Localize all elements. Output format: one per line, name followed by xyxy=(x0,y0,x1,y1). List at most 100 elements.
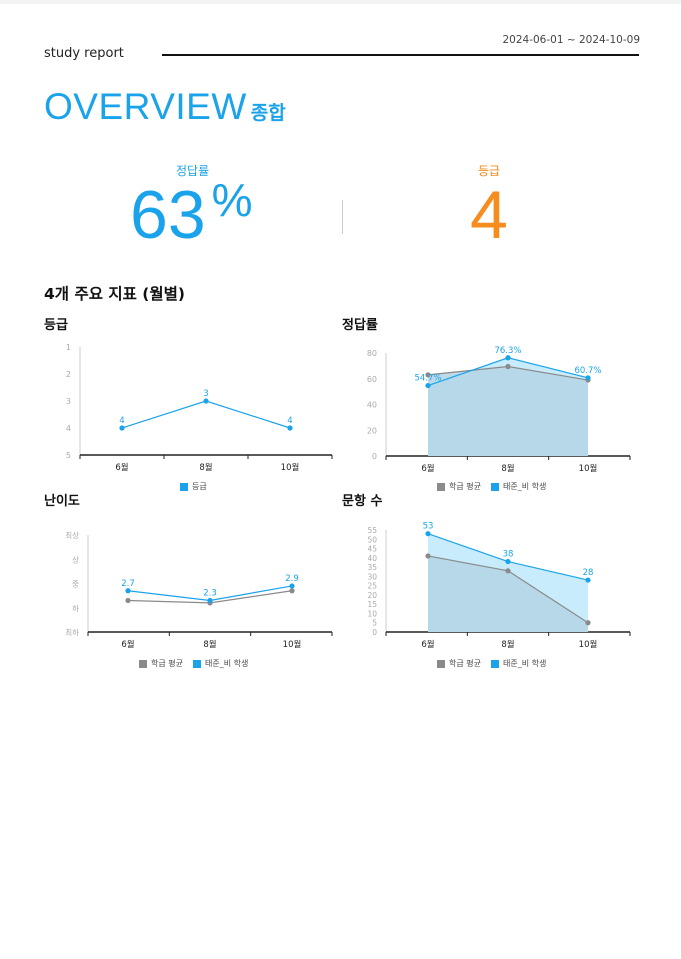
rate-kpi: 63% xyxy=(130,174,253,254)
y-tick-label: 0 xyxy=(372,628,377,637)
data-label: 76.3% xyxy=(494,346,521,356)
y-tick-label: 10 xyxy=(367,609,377,618)
student-point xyxy=(585,577,591,583)
data-label: 54.7% xyxy=(414,374,441,384)
rate-kpi-label: 정답률 xyxy=(176,164,210,178)
x-tick-label: 6월 xyxy=(421,639,434,650)
legend-label: 학급 평균 xyxy=(449,482,481,491)
grade-chart-title: 등급 xyxy=(44,318,68,333)
difficulty-chart-legend: 학급 평균 태준_비 학생 xyxy=(139,658,248,669)
y-tick-label: 25 xyxy=(367,582,377,591)
overview-heading: OVERVIEW 종합 xyxy=(44,86,286,128)
legend-item: 학급 평균 xyxy=(437,481,481,492)
class-avg-point xyxy=(125,597,131,604)
y-tick-label: 45 xyxy=(367,545,377,554)
x-tick-label: 10월 xyxy=(281,462,300,473)
y-tick-label: 20 xyxy=(367,426,377,435)
grade-chart-legend: 등급 xyxy=(180,481,207,492)
x-tick-label: 8월 xyxy=(203,639,216,650)
legend-label: 학급 평균 xyxy=(449,659,481,668)
legend-label: 태준_비 학생 xyxy=(502,659,547,668)
y-tick-label: 3 xyxy=(66,397,71,406)
rate-kpi-unit: % xyxy=(211,174,253,226)
count-chart-title: 문항 수 xyxy=(342,494,383,509)
x-tick-label: 10월 xyxy=(579,463,598,474)
data-label: 2.3 xyxy=(203,588,217,598)
legend-swatch xyxy=(192,659,201,668)
student-point xyxy=(425,531,431,537)
legend-label: 태준_비 학생 xyxy=(502,482,547,491)
student-point xyxy=(505,355,511,361)
y-tick-label: 4 xyxy=(66,424,71,433)
count-chart-legend: 학급 평균 태준_비 학생 xyxy=(437,658,546,669)
data-label: 53 xyxy=(423,522,434,532)
y-tick-label: 5 xyxy=(66,451,71,460)
grade-kpi-value: 4 xyxy=(470,177,508,253)
legend-label: 학급 평균 xyxy=(151,659,183,668)
y-tick-label: 20 xyxy=(367,591,377,600)
y-tick-label: 35 xyxy=(367,563,377,572)
y-tick-label: 5 xyxy=(372,619,377,628)
y-tick-label: 40 xyxy=(367,554,377,563)
grade-kpi-label: 등급 xyxy=(478,164,501,178)
y-tick-label: 하 xyxy=(72,603,79,613)
y-tick-label: 최하 xyxy=(65,627,79,637)
date-range: 2024-06-01 ~ 2024-10-09 xyxy=(502,34,640,46)
x-tick-label: 6월 xyxy=(115,462,128,473)
student-point xyxy=(585,375,591,381)
student-point xyxy=(125,588,131,594)
legend-item: 학급 평균 xyxy=(139,658,183,669)
class-avg-area xyxy=(428,555,588,632)
legend-item: 태준_비 학생 xyxy=(490,481,547,492)
class-avg-point xyxy=(505,363,511,370)
y-tick-label: 2 xyxy=(66,370,71,379)
student-point xyxy=(505,558,511,565)
y-tick-label: 최상 xyxy=(65,530,79,540)
legend-label: 태준_비 학생 xyxy=(204,659,249,668)
student-point xyxy=(289,583,295,589)
data-label: 38 xyxy=(503,550,514,560)
y-tick-label: 30 xyxy=(367,572,377,581)
class-avg-area xyxy=(428,366,588,456)
rate-chart-legend: 학급 평균 태준_비 학생 xyxy=(437,481,546,492)
overview-title: OVERVIEW xyxy=(44,86,247,127)
legend-swatch xyxy=(180,482,188,491)
section-title: 4개 주요 지표 (월별) xyxy=(44,285,185,303)
data-label: 28 xyxy=(583,568,594,578)
x-tick-label: 10월 xyxy=(283,639,302,650)
overview-subtitle: 종합 xyxy=(250,102,286,124)
data-label: 60.7% xyxy=(574,366,601,376)
student-point xyxy=(425,382,431,389)
class-avg-point xyxy=(289,588,295,594)
legend-swatch xyxy=(490,659,499,668)
x-tick-label: 8월 xyxy=(501,639,514,650)
data-label: 4 xyxy=(287,416,292,426)
legend-swatch xyxy=(437,482,445,491)
data-label: 2.7 xyxy=(121,579,135,589)
difficulty-chart-title: 난이도 xyxy=(44,494,80,509)
y-tick-label: 60 xyxy=(367,375,377,384)
y-tick-label: 0 xyxy=(372,452,377,461)
student-point xyxy=(207,597,213,604)
y-tick-label: 1 xyxy=(66,343,71,352)
x-tick-label: 8월 xyxy=(199,462,212,473)
header-rule xyxy=(162,54,639,56)
legend-swatch xyxy=(437,659,445,668)
legend-item: 학급 평균 xyxy=(437,658,481,669)
student-point xyxy=(203,398,209,404)
class-avg-point xyxy=(425,553,431,559)
report-title: study report xyxy=(44,46,124,61)
data-label: 4 xyxy=(119,416,124,426)
legend-item: 태준_비 학생 xyxy=(192,658,249,669)
legend-item: 등급 xyxy=(180,481,207,492)
y-tick-label: 80 xyxy=(367,349,377,358)
student-point xyxy=(287,425,293,431)
class-avg-point xyxy=(505,568,511,574)
kpi-divider xyxy=(342,200,343,234)
y-tick-label: 상 xyxy=(72,554,79,564)
x-tick-label: 6월 xyxy=(121,639,134,650)
legend-swatch xyxy=(139,659,147,668)
